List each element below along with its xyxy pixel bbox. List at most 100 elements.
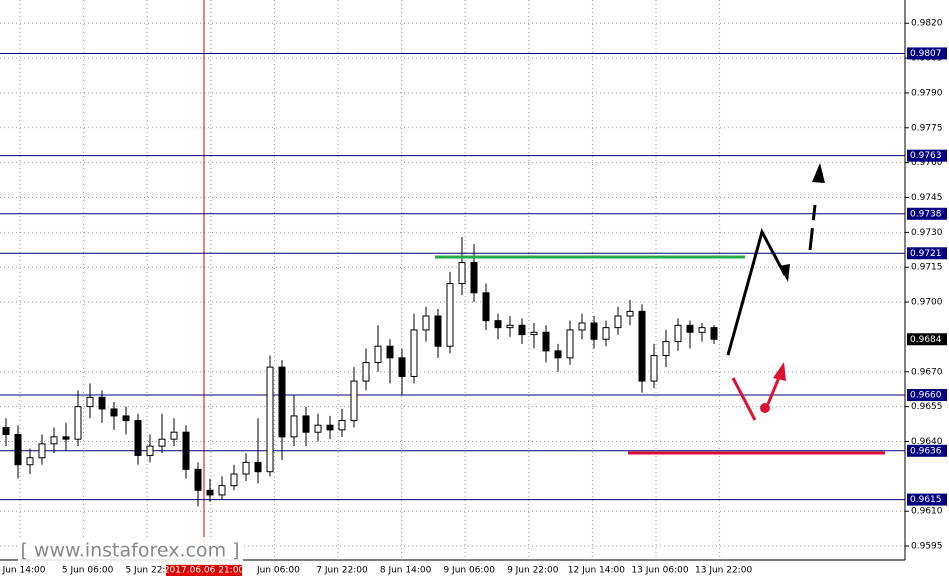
candle-body [602, 327, 610, 340]
candle-body [578, 322, 586, 331]
candle-body [14, 434, 22, 466]
candle-body [446, 282, 454, 347]
candle-body [326, 424, 334, 431]
candle-body [650, 355, 658, 382]
candle-body [26, 457, 34, 466]
x-tick-label: 8 Jun 14:00 [380, 566, 432, 576]
candle-body [614, 315, 622, 329]
candle-body [362, 361, 370, 382]
candle-body [398, 357, 406, 377]
alt-arrow [731, 377, 757, 421]
candle-body [338, 420, 346, 431]
level-label-box [907, 247, 947, 260]
candle-body [146, 445, 154, 456]
level-label: 0.9738 [910, 209, 942, 219]
x-tick-label: 12 Jun 14:00 [568, 566, 625, 576]
candle-body [62, 436, 70, 440]
candle-body [218, 485, 226, 496]
candle-body [122, 415, 130, 422]
y-tick-label: 0.9760 [911, 158, 943, 168]
level-label: 0.9807 [910, 49, 942, 59]
candle-body [518, 324, 526, 336]
candle-body [554, 350, 562, 359]
watermark: [ www.instaforex.com ] [20, 540, 239, 562]
arrow-head [779, 264, 790, 282]
y-tick-label: 0.9790 [911, 88, 943, 98]
candle-body [458, 262, 466, 284]
candle-body [350, 380, 358, 422]
candle-body [674, 324, 682, 343]
candle-body [2, 427, 10, 436]
x-tick-label: 13 Jun 22:00 [695, 566, 752, 576]
candle-body [410, 329, 418, 377]
candle-body [494, 320, 502, 329]
level-label: 0.9636 [910, 446, 942, 456]
candle-body [374, 345, 382, 363]
candle-body [314, 424, 322, 433]
candle-body [638, 310, 646, 382]
x-tick-label: 13 Jun 06:00 [631, 566, 688, 576]
y-tick-label: 0.9670 [911, 367, 943, 377]
candle-body [542, 331, 550, 352]
candle-body [590, 322, 598, 340]
candle-body [662, 341, 670, 357]
candle-body [242, 461, 250, 475]
candle-body [266, 366, 274, 473]
level-label: 0.9721 [910, 249, 942, 259]
level-label-box [907, 389, 947, 402]
bid-label: 0.9684 [910, 335, 942, 345]
candle-body [422, 315, 430, 331]
x-tick-label: 9 Jun 22:00 [507, 566, 559, 576]
x-tick-label: Jun 14:00 [2, 566, 46, 576]
y-tick-label: 0.9820 [911, 19, 943, 29]
candle-body [194, 468, 202, 491]
candle-body [254, 461, 262, 473]
forecast-arrow [808, 204, 817, 251]
x-tick-label: 5 Jun 22:00 [125, 566, 177, 576]
y-tick-label: 0.9700 [911, 298, 943, 308]
level-label-box [907, 444, 947, 457]
candle-body [386, 345, 394, 359]
annotations [435, 163, 885, 455]
y-tick-label: 0.9610 [911, 507, 943, 517]
candle-body [158, 438, 166, 447]
candle-body [302, 415, 310, 433]
candle-body [98, 396, 106, 410]
candle-body [698, 327, 706, 333]
candle-body [38, 443, 46, 459]
candle-body [470, 262, 478, 294]
candle-body [626, 310, 634, 317]
candle-body [230, 473, 238, 487]
candle-body [290, 415, 298, 438]
alt-arrow [766, 374, 782, 405]
level-label-box [907, 149, 947, 162]
level-label-box [907, 493, 947, 506]
x-tick-label: Jun 06:00 [256, 566, 300, 576]
cursor-label: 2017.06.06 21:00 [164, 566, 245, 576]
level-label: 0.9615 [910, 495, 942, 505]
candles [2, 237, 718, 507]
candle-body [74, 406, 82, 440]
level-label-box [907, 47, 947, 60]
candle-body [134, 420, 142, 456]
candle-body [566, 329, 574, 359]
level-label-box [907, 207, 947, 220]
candle-body [482, 292, 490, 322]
candle-body [530, 331, 538, 336]
x-tick-label: 5 Jun 06:00 [62, 566, 114, 576]
level-label: 0.9763 [910, 151, 942, 161]
y-tick-label: 0.9655 [911, 402, 943, 412]
arrow-head [812, 163, 825, 183]
candle-body [506, 324, 514, 329]
y-tick-label: 0.9745 [911, 193, 943, 203]
candle-body [206, 489, 214, 496]
candle-body [182, 431, 190, 470]
y-tick-label: 0.9595 [911, 542, 943, 552]
candle-body [434, 315, 442, 347]
background-layer [0, 0, 905, 560]
candle-body [686, 324, 694, 333]
cursor-label-box [166, 564, 242, 576]
candle-body [278, 366, 286, 438]
